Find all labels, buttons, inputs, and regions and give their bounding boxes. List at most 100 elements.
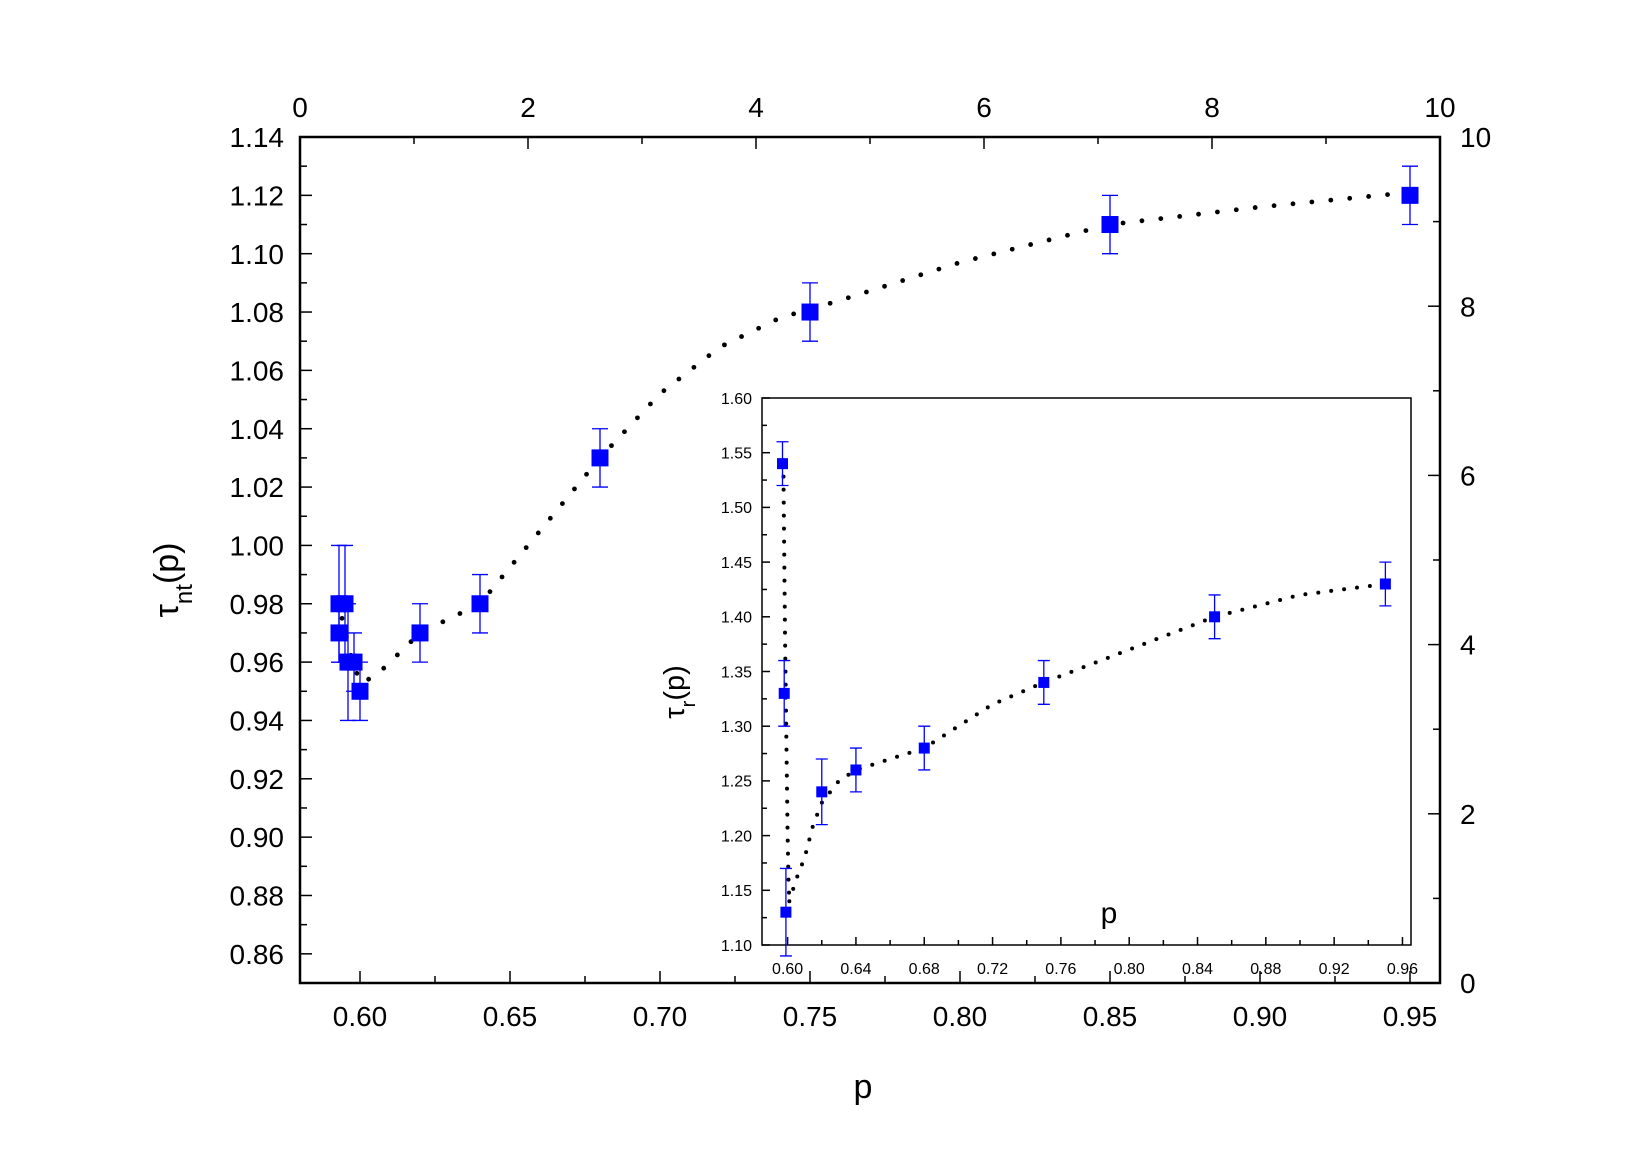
inset-y-tick-label: 1.50 (721, 500, 752, 517)
inset-fit-dot (786, 890, 791, 895)
inset-fit-dot (1093, 660, 1098, 665)
inset-fit-dot (815, 812, 820, 817)
inset-data-point (850, 764, 862, 776)
inset-fit-dot (835, 780, 840, 785)
inset-fit-dot (1057, 674, 1062, 679)
inset-fit-dot (782, 591, 787, 596)
inset-fit-dot (1081, 665, 1086, 670)
inset-x-tick-label: 0.72 (977, 961, 1008, 978)
main-data-point (801, 303, 819, 321)
main-fit-dot (1065, 232, 1070, 238)
main-fit-dot (739, 334, 744, 339)
inset-data-point (1379, 578, 1391, 590)
main-fit-dot (918, 272, 924, 278)
main-fit-dot (584, 471, 589, 477)
inset-x-tick-label: 0.88 (1250, 961, 1281, 978)
main-y-tick-label: 0.96 (230, 647, 285, 678)
main-data-point (1401, 186, 1419, 204)
main-x-tick-label: 0.90 (1233, 1001, 1288, 1032)
inset-x-tick-label: 0.60 (772, 961, 803, 978)
inset-fit-dot (781, 526, 786, 531)
main-top-tick-label: 4 (748, 92, 764, 123)
inset-fit-dot (782, 565, 787, 570)
inset-fit-dot (782, 552, 787, 557)
main-fit-dot (691, 364, 697, 370)
inset-fit-dot (870, 762, 875, 767)
main-y-tick-label: 1.14 (230, 122, 285, 153)
inset-fit-dot (1367, 583, 1372, 588)
main-right-tick-label: 8 (1460, 291, 1476, 322)
main-fit-dot (622, 429, 627, 435)
main-y-tick-label: 1.06 (230, 355, 285, 386)
inset-data-point (816, 786, 828, 798)
inset-data-point (1038, 676, 1050, 688)
inset-fit-dot (786, 864, 791, 869)
inset-fit-dot (782, 539, 787, 544)
main-top-tick-label: 10 (1424, 92, 1455, 123)
main-fit-dot (1252, 205, 1258, 210)
inset-fit-dot (784, 760, 789, 765)
inset-fit-dot (795, 874, 800, 879)
main-fit-dot (1158, 216, 1164, 221)
inset-fit-dot (1342, 587, 1347, 592)
inset-fit-dot (907, 750, 912, 755)
inset-y-tick-label: 1.55 (721, 445, 752, 462)
main-fit-dot (572, 486, 577, 492)
main-fit-dot (511, 559, 517, 565)
inset-fit-dot (1009, 694, 1014, 699)
inset-data-point (778, 687, 790, 699)
inset-fit-dot (1190, 623, 1195, 628)
main-y-tick-label: 0.90 (230, 822, 285, 853)
inset-fit-dot (781, 487, 786, 492)
main-fit-dot (648, 401, 653, 407)
inset-fit-dot (784, 734, 789, 739)
inset-x-tick-label: 0.76 (1045, 961, 1076, 978)
inset-fit-dot (1117, 651, 1122, 656)
main-fit-dot (487, 589, 493, 595)
main-fit-dot (366, 676, 372, 682)
inset-x-tick-label: 0.68 (909, 961, 940, 978)
main-y-tick-label: 1.10 (230, 239, 285, 270)
inset-fit-dot (784, 747, 789, 752)
inset-fit-dot (781, 513, 786, 518)
main-fit-dot (972, 256, 978, 261)
main-y-tick-label: 0.92 (230, 764, 285, 795)
main-y-tick-label: 1.08 (230, 297, 285, 328)
main-fit-dot (1046, 237, 1052, 243)
main-fit-dot (1083, 228, 1089, 234)
main-y-tick-label: 1.04 (230, 414, 285, 445)
main-fit-dot (457, 611, 463, 616)
main-x-tick-label: 0.60 (333, 1001, 388, 1032)
main-fit-dot (1139, 218, 1145, 224)
main-right-tick-label: 2 (1460, 799, 1476, 830)
main-fit-dot (339, 615, 345, 621)
inset-fit-dot (782, 617, 787, 622)
inset-fit-dot (963, 719, 968, 724)
inset-fit-dot (1130, 646, 1135, 651)
main-x-tick-label: 0.85 (1083, 1001, 1138, 1032)
main-data-point (1101, 216, 1119, 234)
inset-fit-dot (810, 824, 815, 829)
main-fit-dot (354, 670, 360, 676)
inset-fit-dot (931, 740, 936, 745)
main-top-tick-label: 0 (292, 92, 308, 123)
main-fit-dot (1366, 194, 1372, 199)
inset-y-tick-label: 1.25 (721, 774, 752, 791)
main-fit-dot (773, 317, 779, 323)
main-fit-dot (1120, 220, 1126, 226)
main-fit-dot (1309, 199, 1315, 205)
main-fit-dot (1271, 203, 1277, 209)
inset-data-point (776, 458, 788, 470)
inset-x-tick-label: 0.92 (1319, 961, 1350, 978)
inset-data-point (780, 906, 792, 918)
main-fit-dot (954, 260, 960, 266)
inset-fit-dot (1178, 627, 1183, 632)
main-fit-dot (1233, 207, 1239, 213)
inset-fit-dot (785, 825, 790, 830)
inset-fit-dot (781, 500, 786, 505)
inset-y-tick-label: 1.10 (721, 938, 752, 955)
inset-x-tick-label: 0.96 (1387, 961, 1418, 978)
inset-fit-dot (785, 851, 790, 856)
main-data-point (411, 624, 429, 642)
inset-data-point (918, 742, 930, 754)
